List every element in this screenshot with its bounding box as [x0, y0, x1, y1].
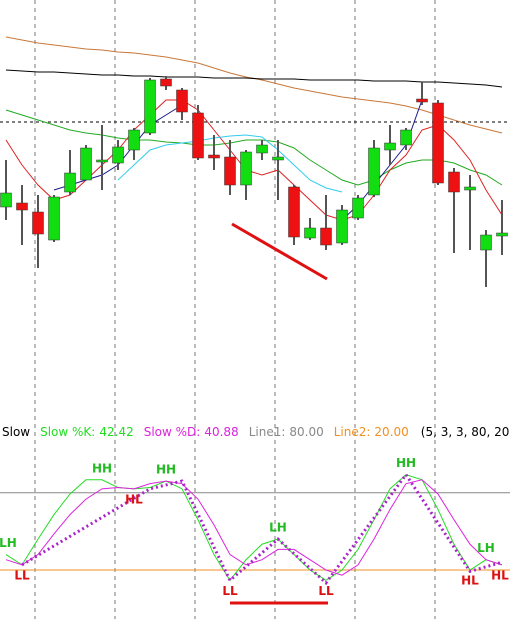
indicator-line — [5, 474, 503, 582]
candle-body — [16, 202, 28, 211]
candle-body — [400, 129, 412, 146]
pivot-label: HL — [491, 568, 509, 582]
legend-value: 40.88 — [204, 425, 238, 439]
candle-body — [224, 156, 236, 186]
legend-value: 80.00 — [289, 425, 323, 439]
indicator-line — [5, 109, 503, 186]
indicator-title: Slow — [2, 425, 30, 439]
zigzag-line — [21, 472, 503, 586]
pivot-label: HH — [92, 461, 112, 475]
indicator-header: Slow Slow %K: 42.42 Slow %D: 40.88 Line1: 80.0… — [2, 425, 510, 439]
candle-body — [320, 227, 332, 246]
candle-body — [304, 227, 316, 239]
pivot-label: HH — [396, 456, 416, 470]
legend-name: Line2: — [334, 425, 371, 439]
candle-body — [384, 142, 396, 151]
legend-name: Line1: — [249, 425, 286, 439]
candle-body — [96, 159, 108, 163]
candle-body — [112, 146, 124, 164]
pivot-label: HL — [461, 574, 479, 588]
pivot-label: HL — [125, 492, 143, 506]
candle-body — [32, 211, 44, 235]
pivot-label: HH — [156, 463, 176, 477]
legend-value: 42.42 — [99, 425, 133, 439]
candle-body — [144, 79, 156, 134]
candle-body — [128, 129, 140, 151]
legend-value: 20.00 — [374, 425, 408, 439]
pivot-label: LL — [14, 568, 30, 582]
pivot-label: LH — [269, 521, 287, 535]
candle-body — [288, 186, 300, 238]
candle-body — [368, 147, 380, 196]
candle-body — [448, 171, 460, 193]
price-panel — [0, 36, 510, 287]
candle-body — [80, 147, 92, 181]
candle-body — [432, 102, 444, 184]
candle-body — [240, 151, 252, 186]
vertical-gridlines — [34, 0, 436, 619]
indicator-params: (5, 3, 3, 80, 20, Smp, — [421, 425, 510, 439]
candle-body — [416, 98, 428, 103]
candle-body — [160, 78, 172, 87]
candle-body — [208, 154, 220, 159]
candle-body — [192, 112, 204, 159]
candle-body — [272, 156, 284, 161]
candle-body — [64, 172, 76, 193]
pivot-label: LL — [222, 584, 238, 598]
candle-body — [480, 234, 492, 251]
indicator-line — [5, 479, 503, 576]
drawn-trendline — [231, 222, 328, 281]
candle-body — [176, 89, 188, 113]
indicator-line — [117, 134, 343, 193]
pivot-label: LH — [477, 541, 495, 555]
legend-name: Slow %K: — [40, 425, 95, 439]
candle-body — [0, 192, 12, 208]
indicator-line — [5, 36, 503, 134]
candle-body — [496, 232, 508, 237]
pivot-label: LL — [318, 584, 334, 598]
legend-name: Slow %D: — [144, 425, 201, 439]
candle-body — [352, 197, 364, 219]
indicator-line — [5, 69, 503, 88]
candle-body — [464, 186, 476, 191]
pivot-label: LH — [0, 536, 17, 550]
candle-body — [48, 196, 60, 241]
candle-body — [336, 209, 348, 244]
candle-body — [256, 144, 268, 154]
stochastic-panel: LH LL HH HL HH LL LH LL HH HL LH HL — [0, 456, 510, 598]
